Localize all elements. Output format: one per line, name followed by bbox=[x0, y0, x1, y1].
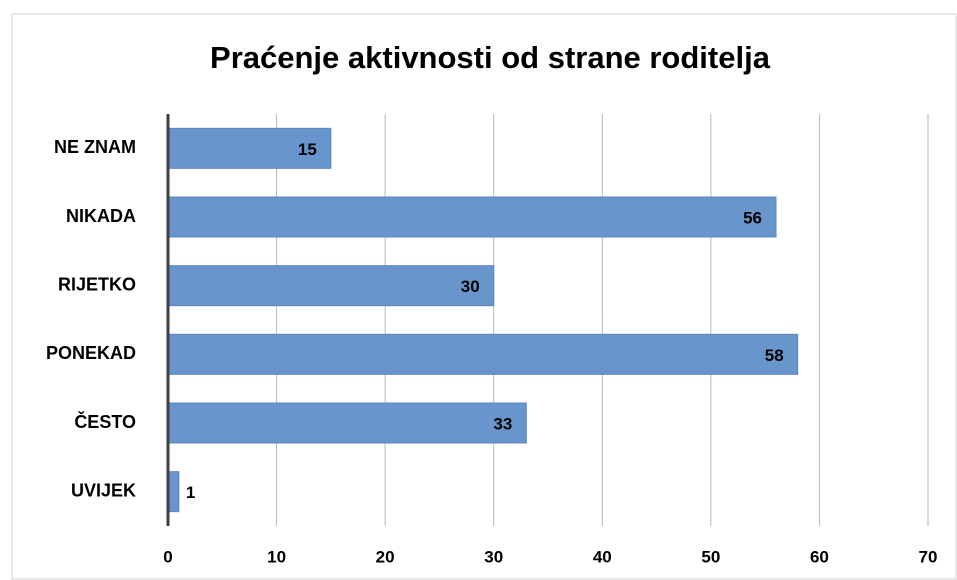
y-tick-label: ČESTO bbox=[74, 411, 136, 432]
y-tick-label: NIKADA bbox=[66, 206, 136, 226]
x-tick-label: 50 bbox=[701, 547, 720, 566]
data-label: 30 bbox=[461, 277, 480, 296]
data-label: 58 bbox=[765, 346, 784, 365]
x-tick-label: 60 bbox=[810, 547, 829, 566]
x-tick-label: 40 bbox=[593, 547, 612, 566]
data-label: 15 bbox=[298, 140, 317, 159]
x-tick-label: 0 bbox=[163, 547, 172, 566]
x-tick-label: 10 bbox=[267, 547, 286, 566]
chart-title: Praćenje aktivnosti od strane roditelja bbox=[210, 40, 771, 75]
data-label: 56 bbox=[743, 208, 762, 227]
bar bbox=[167, 333, 799, 375]
x-tick-label: 30 bbox=[484, 547, 503, 566]
y-tick-label: RIJETKO bbox=[58, 274, 136, 294]
bar bbox=[167, 196, 777, 238]
bar bbox=[167, 127, 332, 169]
y-tick-label: UVIJEK bbox=[71, 480, 136, 500]
bar bbox=[167, 471, 180, 513]
data-label: 1 bbox=[186, 483, 195, 502]
x-tick-label: 20 bbox=[376, 547, 395, 566]
bar bbox=[167, 265, 495, 307]
bar bbox=[167, 402, 527, 444]
data-label: 33 bbox=[493, 414, 512, 433]
y-tick-label: PONEKAD bbox=[46, 343, 136, 363]
x-tick-label: 70 bbox=[919, 547, 938, 566]
y-tick-label: NE ZNAM bbox=[54, 137, 136, 157]
